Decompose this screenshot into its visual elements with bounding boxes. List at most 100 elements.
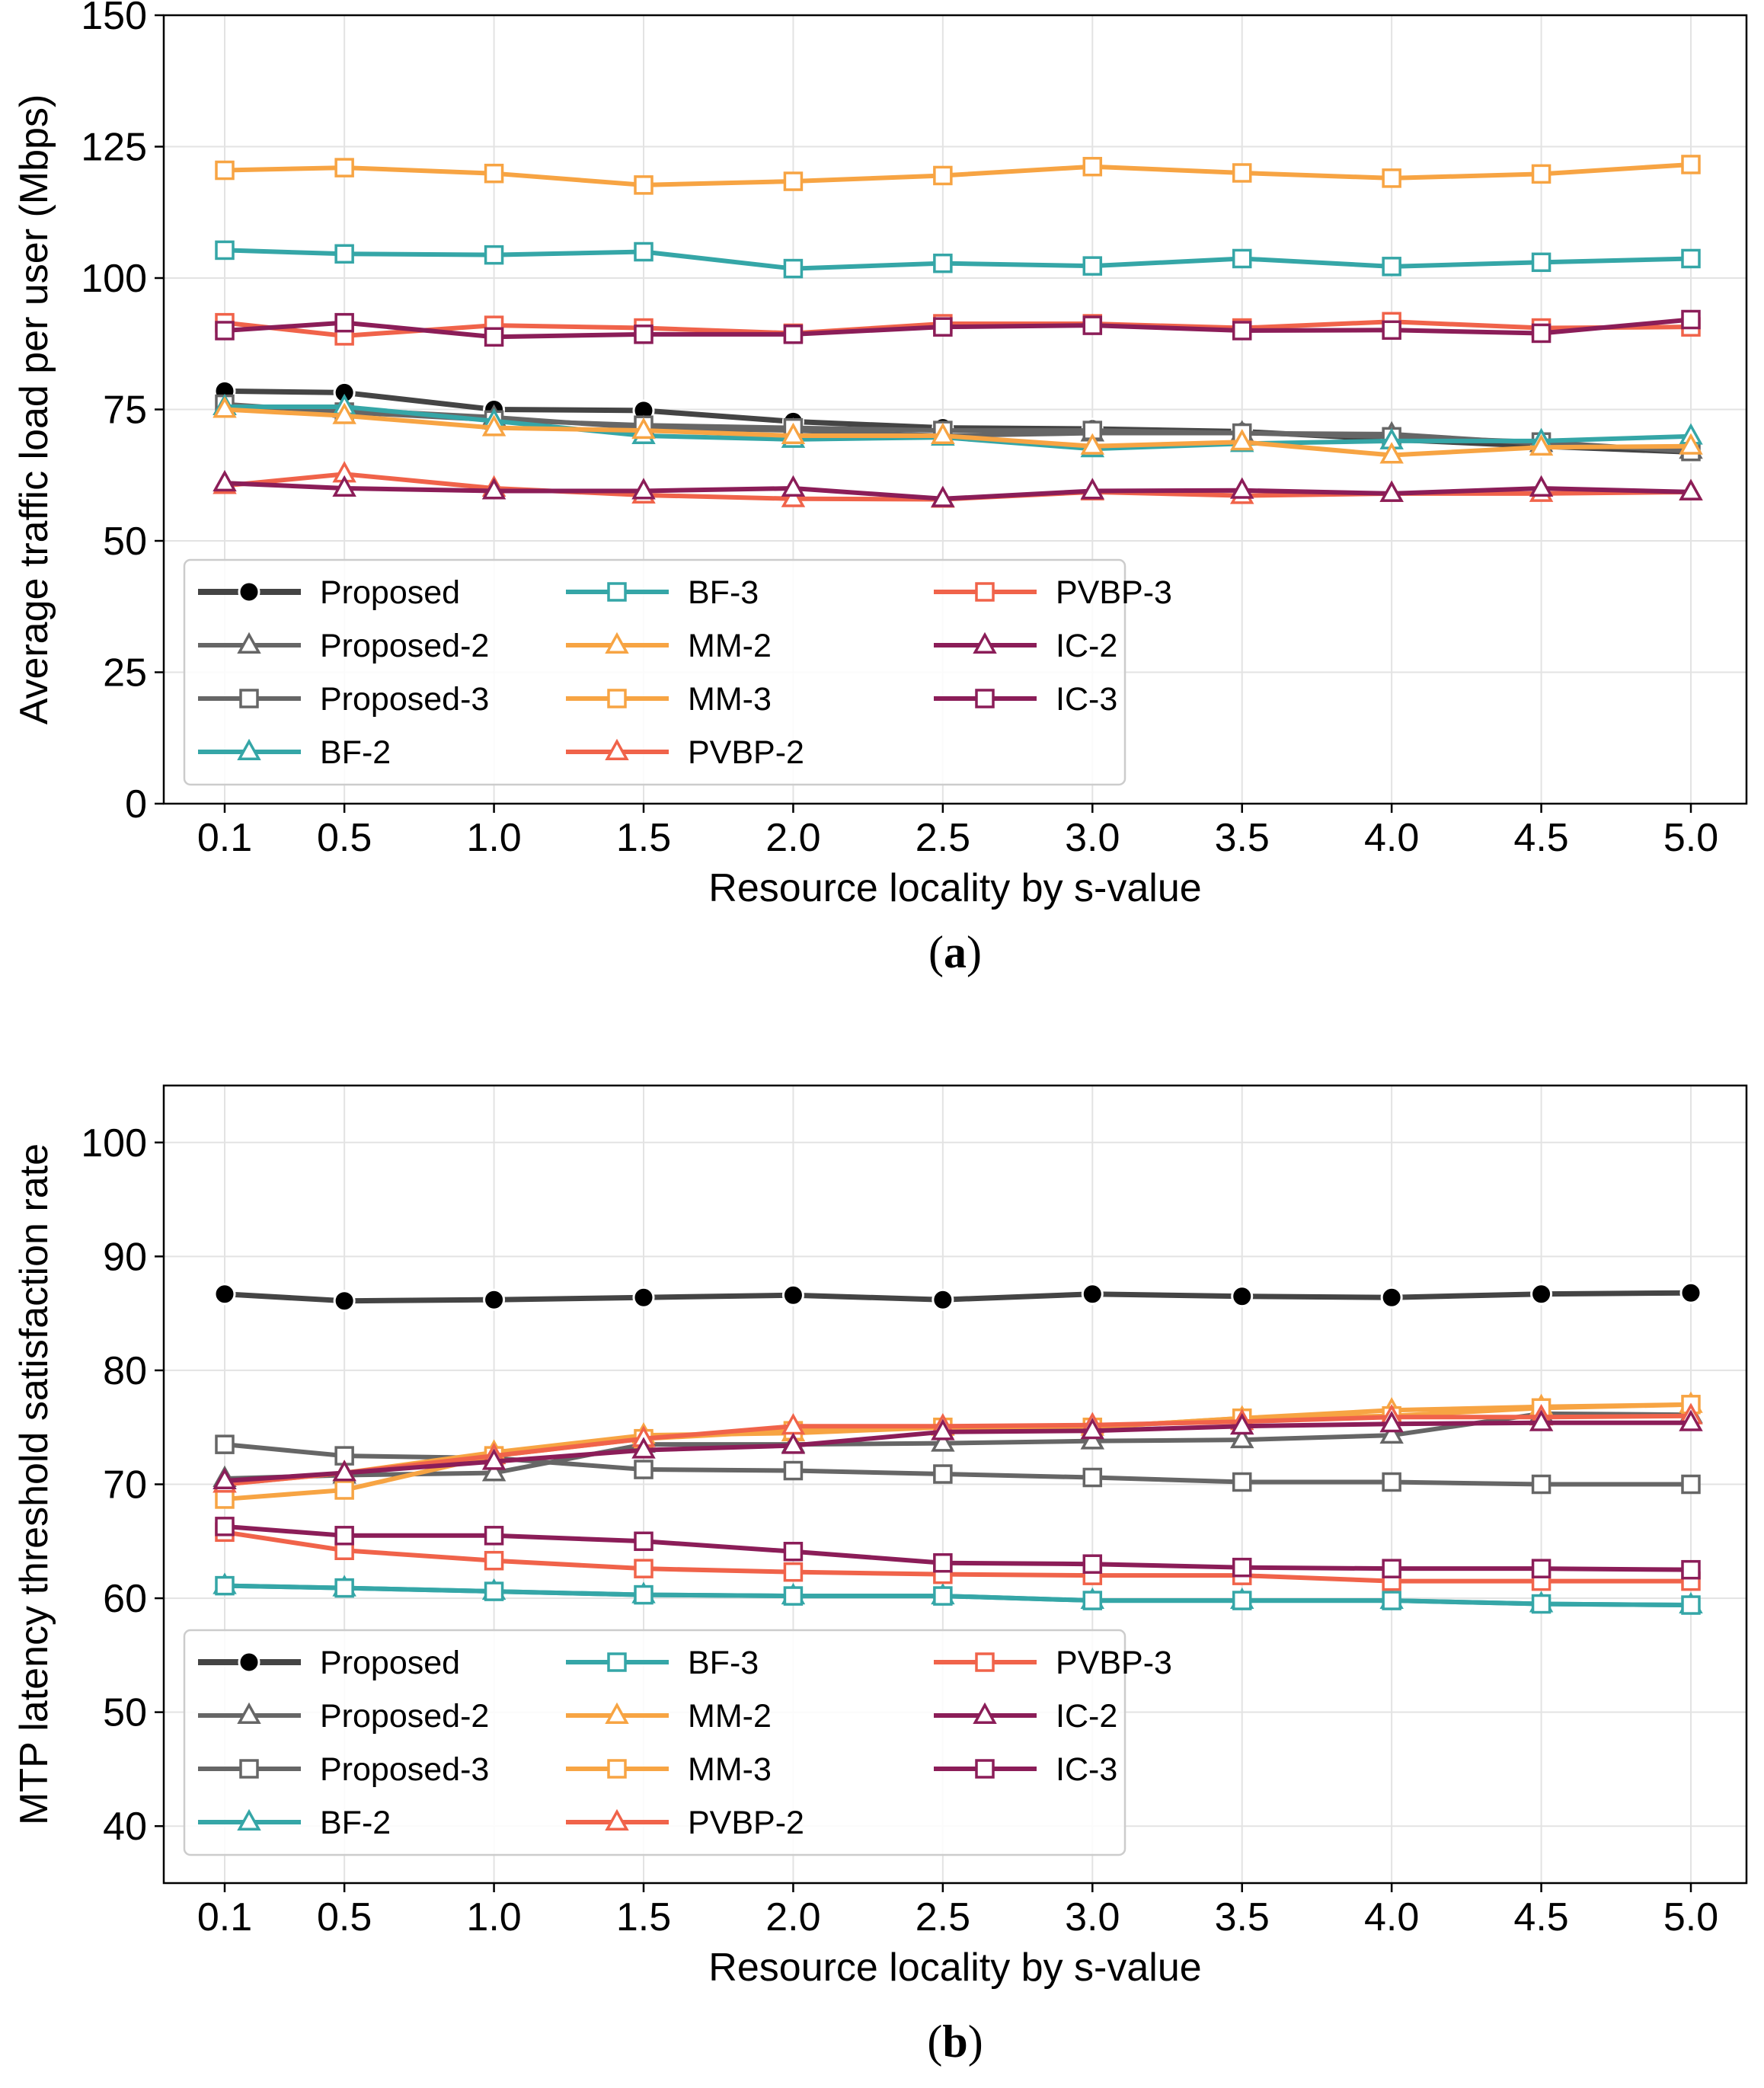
data-point-proposed [781,1284,804,1306]
legend-label: PVBP-3 [1056,1645,1172,1681]
legend-marker [975,1759,995,1779]
data-point-mm-2 [931,422,955,444]
data-point-ic-2 [631,1437,656,1459]
legend-item-pvbp-2: PVBP-2 [566,734,804,771]
x-axis-label: Resource locality by s-value [708,1946,1201,1990]
data-point-proposed-3 [1681,1474,1701,1495]
legend-marker [237,1702,261,1724]
data-point-mm-3 [215,160,235,181]
legend-label: Proposed-2 [320,628,489,664]
data-point-ic-3 [634,1531,654,1552]
legend-item-ic-3: IC-3 [934,1751,1117,1788]
legend-item-ic-2: IC-2 [934,1698,1117,1735]
data-point-bf-3 [1531,252,1551,273]
legend-item-bf-3: BF-3 [566,574,759,611]
panel-a: 0.1 0.5 1.0 1.5 2.0 2.5 3.0 3.5 4.0 4.5 5.0 0 25 50 75… [12,0,1748,977]
caption-open-paren: ( [927,2016,942,2067]
series-line-pvbp-2 [222,472,1693,502]
x-tick-label: 5.0 [1663,1895,1718,1939]
x-tick-label: 0.1 [197,1895,252,1939]
series-line-mm-3 [222,161,1693,187]
data-point-mm-2 [1679,433,1703,455]
data-point-mm-3 [1681,155,1701,174]
data-point-ic-2 [213,469,237,492]
data-point-ic-2 [1080,478,1105,500]
series-line-pvbp-3 [222,1530,1693,1584]
x-tick-label: 3.0 [1065,1895,1120,1939]
legend-label: PVBP-2 [688,734,804,771]
legend-marker [605,1702,629,1724]
data-point-bf-3 [933,1586,953,1606]
data-point-mm-2 [213,396,237,418]
series-line-ic-3 [222,1524,1693,1572]
caption-open-paren: ( [928,927,944,977]
legend-marker [239,1759,259,1779]
data-point-mm-2 [1529,433,1554,456]
data-point-bf-3 [783,258,804,279]
caption-letter: b [942,2016,967,2067]
data-point-ic-3 [634,325,654,344]
data-point-proposed-3 [1382,1472,1401,1492]
legend-label: Proposed-3 [320,1751,489,1788]
legend-marker [975,1652,995,1672]
legend-label: Proposed-3 [320,681,489,718]
series-ic-3 [215,1517,1701,1580]
legend: Proposed Proposed-2 Proposed-3 BF-2 BF-3 MM-2… [183,558,1172,786]
x-tick-label: 0.5 [317,1895,372,1939]
series-bf-3 [215,1575,1701,1615]
data-point-ic-3 [334,312,354,333]
legend-marker [973,1702,997,1724]
data-point-mm-3 [334,1480,354,1500]
legend-marker [605,632,629,654]
x-tick-label: 4.0 [1364,816,1419,860]
legend-item-mm-3: MM-3 [566,681,772,718]
panel-b: 0.1 0.5 1.0 1.5 2.0 2.5 3.0 3.5 4.0 4.5 5.0 40 50 60 7… [12,1084,1748,2067]
data-point-ic-3 [783,325,804,344]
legend-marker [238,1651,260,1674]
data-point-mm-2 [631,417,656,440]
legend-item-mm-2: MM-2 [566,628,772,664]
data-point-ic-2 [213,1467,237,1490]
series-bf-3 [215,240,1701,279]
x-tick-label: 4.5 [1513,1895,1568,1939]
data-point-ic-3 [1531,323,1551,344]
data-point-ic-3 [215,321,235,341]
x-tick-label: 3.0 [1065,816,1120,860]
data-point-ic-2 [332,1460,356,1482]
legend-label: Proposed [320,1645,460,1681]
data-point-ic-2 [931,485,955,507]
series-group [213,155,1703,508]
data-point-mm-2 [1379,442,1404,464]
y-tick-label: 60 [103,1577,147,1621]
data-point-ic-2 [1379,480,1404,502]
data-point-bf-3 [484,1581,504,1601]
data-point-mm-2 [1080,433,1105,455]
legend-marker [605,738,629,760]
data-point-bf-3 [1382,1591,1401,1610]
data-point-mm-3 [1082,156,1103,177]
data-point-proposed [213,1283,236,1306]
x-tick-label: 3.5 [1215,816,1270,860]
y-tick-label: 75 [103,389,147,433]
data-point-mm-3 [1382,168,1401,188]
data-point-ic-2 [332,475,356,497]
legend-marker [975,582,995,602]
legend-marker [237,738,261,760]
data-point-ic-3 [1382,1559,1401,1578]
data-point-ic-3 [1082,1554,1103,1574]
legend-marker [607,689,627,708]
data-point-ic-2 [481,478,507,500]
data-point-ic-2 [931,1418,955,1440]
legend-marker [239,689,259,708]
data-point-proposed-2 [931,1430,955,1452]
y-axis-label: MTP latency threshold satisfaction rate [12,1143,56,1825]
data-point-bf-3 [1232,1591,1252,1610]
legend-marker [607,1759,627,1779]
data-point-mm-3 [1232,163,1252,183]
legend-label: BF-3 [688,1645,759,1681]
data-point-ic-3 [1232,1557,1252,1578]
legend-label: Proposed-2 [320,1698,489,1735]
series-mm-2 [213,396,1703,464]
data-point-mm-2 [1229,429,1254,451]
